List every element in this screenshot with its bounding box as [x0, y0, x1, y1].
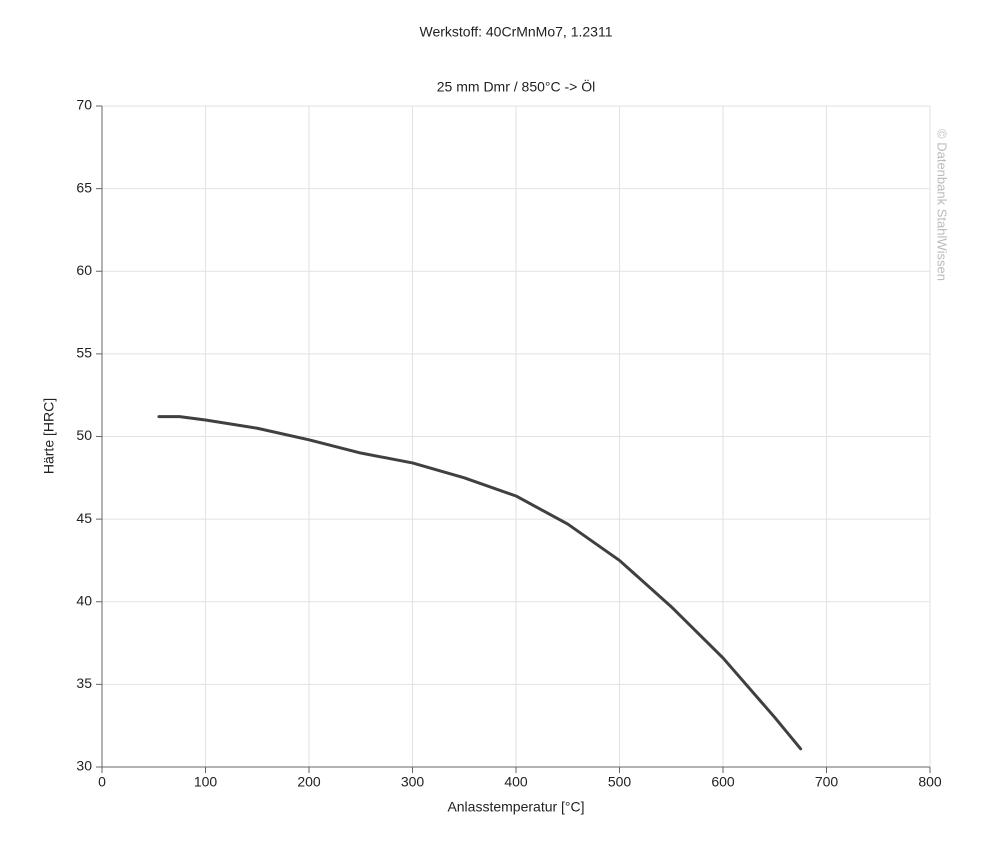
y-tick-label: 40 [76, 592, 92, 608]
y-tick-label: 70 [76, 97, 92, 113]
y-tick-label: 35 [76, 675, 92, 691]
x-tick-label: 800 [918, 774, 942, 790]
y-tick-label: 50 [76, 427, 92, 443]
x-tick-label: 400 [504, 774, 528, 790]
x-tick-label: 300 [401, 774, 425, 790]
y-tick-label: 30 [76, 758, 92, 774]
x-axis-label: Anlasstemperatur [°C] [447, 799, 584, 815]
x-tick-label: 600 [711, 774, 735, 790]
y-tick-label: 60 [76, 262, 92, 278]
y-tick-label: 45 [76, 510, 92, 526]
x-tick-label: 700 [815, 774, 839, 790]
y-axis-label: Härte [HRC] [41, 398, 57, 474]
x-tick-label: 500 [608, 774, 632, 790]
x-tick-label: 200 [297, 774, 321, 790]
y-tick-label: 65 [76, 179, 92, 195]
x-tick-label: 0 [98, 774, 106, 790]
watermark: © Datenbank StahlWissen [935, 129, 950, 281]
y-tick-label: 55 [76, 345, 92, 361]
line-series [157, 415, 803, 751]
chart-title: Werkstoff: 40CrMnMo7, 1.2311 [420, 24, 613, 40]
x-tick-label: 100 [194, 774, 218, 790]
chart-subtitle: 25 mm Dmr / 850°C -> Öl [437, 78, 595, 95]
